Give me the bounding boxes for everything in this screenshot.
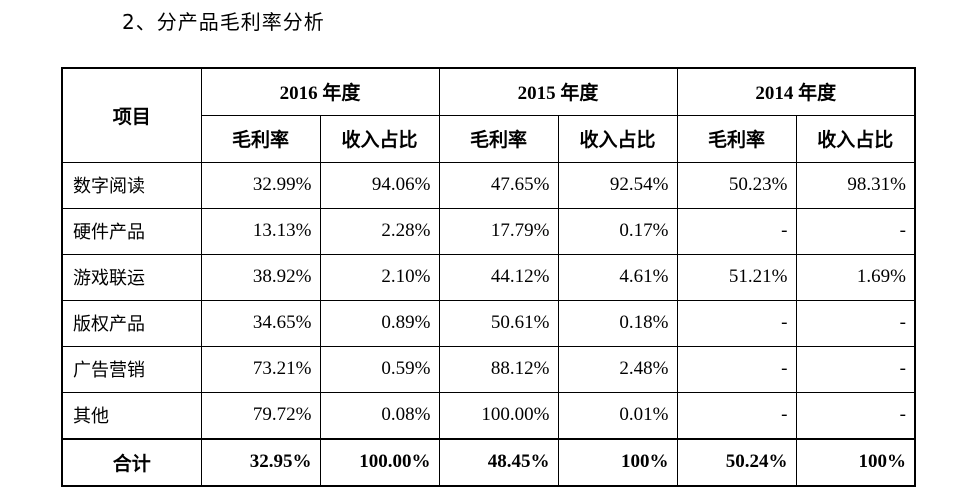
table-cell: 2.10%: [319, 253, 440, 301]
table-cell: 50.61%: [438, 299, 559, 347]
row-label: 游戏联运: [61, 253, 202, 301]
table-cell: 94.06%: [319, 161, 440, 209]
table-cell: -: [795, 299, 916, 347]
subheader-gross-margin: 毛利率: [200, 114, 321, 163]
table-cell: 0.01%: [557, 391, 678, 439]
table-cell: 34.65%: [200, 299, 321, 347]
subheader-gross-margin: 毛利率: [438, 114, 559, 163]
table-cell: 1.69%: [795, 253, 916, 301]
table-cell: 32.99%: [200, 161, 321, 209]
total-label: 合计: [61, 437, 202, 486]
table-row: 数字阅读 32.99% 94.06% 47.65% 92.54% 50.23% 98.31%: [61, 161, 916, 209]
table-cell: 98.31%: [795, 161, 916, 209]
table-cell: 0.17%: [557, 207, 678, 255]
total-cell: 32.95%: [200, 437, 321, 486]
table-cell: 88.12%: [438, 345, 559, 393]
table-cell: 0.18%: [557, 299, 678, 347]
header-year-2015: 2015 年度: [438, 67, 678, 116]
table-cell: 4.61%: [557, 253, 678, 301]
table-cell: -: [676, 391, 797, 439]
table-body: 数字阅读 32.99% 94.06% 47.65% 92.54% 50.23% 98.31%…: [61, 161, 916, 439]
table-cell: 0.59%: [319, 345, 440, 393]
table-cell: 100.00%: [438, 391, 559, 439]
table-cell: 50.23%: [676, 161, 797, 209]
table-cell: 47.65%: [438, 161, 559, 209]
table-cell: 2.28%: [319, 207, 440, 255]
table-cell: 51.21%: [676, 253, 797, 301]
total-row: 合计 32.95% 100.00% 48.45% 100% 50.24% 100…: [61, 437, 916, 486]
table-cell: 44.12%: [438, 253, 559, 301]
table-cell: -: [795, 207, 916, 255]
subheader-revenue-share: 收入占比: [557, 114, 678, 163]
gross-margin-table: 项目 2016 年度 2015 年度 2014 年度 毛利率 收入占比 毛利率 …: [61, 67, 916, 487]
header-item: 项目: [61, 67, 202, 163]
row-label: 数字阅读: [61, 161, 202, 209]
total-cell: 50.24%: [676, 437, 797, 486]
table-cell: -: [676, 345, 797, 393]
table-row: 硬件产品 13.13% 2.28% 17.79% 0.17% - -: [61, 207, 916, 255]
table-row: 游戏联运 38.92% 2.10% 44.12% 4.61% 51.21% 1.69%: [61, 253, 916, 301]
table-cell: 92.54%: [557, 161, 678, 209]
table-cell: -: [676, 299, 797, 347]
total-cell: 100.00%: [319, 437, 440, 486]
table-cell: -: [795, 391, 916, 439]
subheader-revenue-share: 收入占比: [319, 114, 440, 163]
header-year-2014: 2014 年度: [676, 67, 916, 116]
row-label: 版权产品: [61, 299, 202, 347]
subheader-gross-margin: 毛利率: [676, 114, 797, 163]
table-cell: 79.72%: [200, 391, 321, 439]
total-cell: 100%: [557, 437, 678, 486]
total-cell: 48.45%: [438, 437, 559, 486]
row-label: 广告营销: [61, 345, 202, 393]
table-cell: -: [795, 345, 916, 393]
table-cell: -: [676, 207, 797, 255]
table-row: 版权产品 34.65% 0.89% 50.61% 0.18% - -: [61, 299, 916, 347]
table-cell: 0.89%: [319, 299, 440, 347]
header-year-2016: 2016 年度: [200, 67, 440, 116]
table-cell: 2.48%: [557, 345, 678, 393]
table-cell: 17.79%: [438, 207, 559, 255]
table-row: 其他 79.72% 0.08% 100.00% 0.01% - -: [61, 391, 916, 439]
table-cell: 0.08%: [319, 391, 440, 439]
table-cell: 13.13%: [200, 207, 321, 255]
row-label: 其他: [61, 391, 202, 439]
total-cell: 100%: [795, 437, 916, 486]
subheader-revenue-share: 收入占比: [795, 114, 916, 163]
section-heading: 2、分产品毛利率分析: [122, 10, 325, 34]
table-row: 广告营销 73.21% 0.59% 88.12% 2.48% - -: [61, 345, 916, 393]
table-cell: 73.21%: [200, 345, 321, 393]
row-label: 硬件产品: [61, 207, 202, 255]
table-cell: 38.92%: [200, 253, 321, 301]
